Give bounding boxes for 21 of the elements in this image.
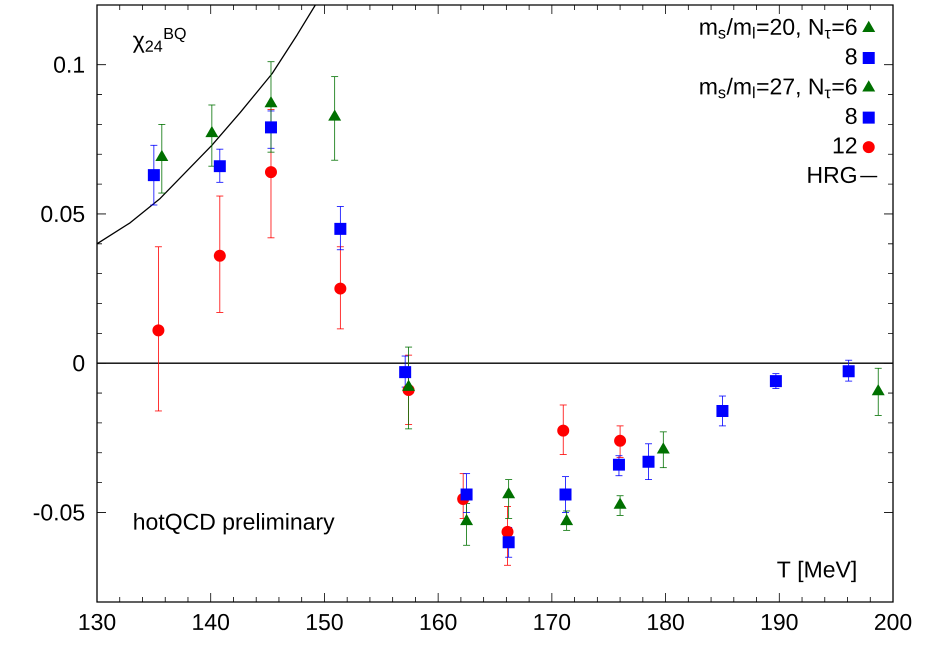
y-tick-label: 0 bbox=[73, 355, 84, 372]
y-tick-label: -0.05 bbox=[34, 504, 84, 521]
legend-label: HRG bbox=[808, 166, 856, 184]
legend-label: 8 bbox=[846, 108, 857, 124]
x-tick-label: 170 bbox=[534, 614, 570, 630]
x-tick-label: 200 bbox=[874, 614, 912, 630]
x-tick-label: 160 bbox=[420, 614, 456, 630]
y-tick-label: 0.05 bbox=[41, 206, 84, 222]
x-tick-label: 180 bbox=[648, 614, 684, 630]
x-tick-label: 150 bbox=[306, 614, 343, 630]
legend-label: m$_{s}$/m$_{l}$=27, N$_{τ}$=6 bbox=[700, 78, 857, 98]
legend-label: m$_{s}$/m$_{l}$=20, N$_{τ}$=6 bbox=[700, 18, 857, 39]
y-axis-title: χ$_{24}$BQ bbox=[132, 28, 186, 53]
annotation: hotQCD preliminary bbox=[134, 512, 335, 534]
x-axis-title: T [MeV] bbox=[777, 560, 856, 582]
legend-label: 12 bbox=[834, 137, 856, 154]
x-tick-label: 130 bbox=[80, 614, 116, 630]
x-tick-label: 190 bbox=[762, 614, 798, 630]
y-tick-label: 0.1 bbox=[54, 56, 84, 73]
legend-label: 8 bbox=[846, 48, 857, 65]
x-tick-label: 140 bbox=[193, 614, 229, 630]
